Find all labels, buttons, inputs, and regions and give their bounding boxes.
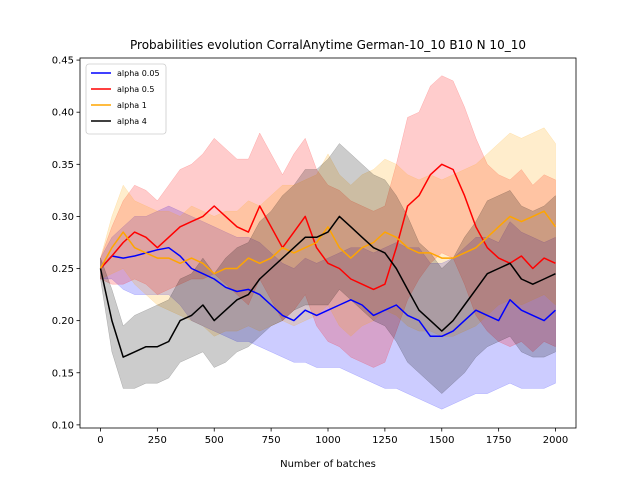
x-tick-label-8: 2000 [543,435,568,446]
y-tick-label-1: 0.15 [52,368,74,379]
legend-label-0: alpha 0.05 [117,69,160,78]
confidence-band-0 [100,205,556,410]
legend-label-2: alpha 1 [117,101,147,110]
x-tick-label-3: 750 [262,435,281,446]
legend: alpha 0.05 alpha 0.5 alpha 1 alpha 4 [85,63,167,135]
series-line-1 [99,163,556,291]
y-tick-label-4: 0.30 [52,212,74,223]
legend-box [85,63,167,135]
x-tick-label-2: 500 [205,435,224,446]
y-tick-label-3: 0.25 [52,264,74,275]
y-axis: 0.10 0.15 0.20 0.25 0.30 0.35 0.40 0.45 [52,56,80,431]
y-tick-label-6: 0.40 [52,108,74,119]
x-tick-label-1: 250 [148,435,167,446]
legend-label-3: alpha 4 [117,117,147,126]
y-tick-label-0: 0.10 [52,420,74,431]
legend-label-1: alpha 0.5 [117,85,154,94]
chart-title: Probabilities evolution CorralAnytime Ge… [130,38,526,52]
y-tick-label-2: 0.20 [52,316,74,327]
x-axis: 0 250 500 750 1000 1250 1500 1750 2000 [97,428,568,446]
x-tick-label-0: 0 [97,435,103,446]
series-line-0 [99,246,557,338]
x-tick-label-4: 1000 [315,435,340,446]
confidence-band-1 [100,75,556,368]
x-tick-label-7: 1750 [486,435,511,446]
plot-frame [79,57,577,429]
x-tick-label-6: 1500 [429,435,454,446]
y-tick-label-5: 0.35 [52,160,74,171]
series-line-2 [99,210,557,275]
x-tick-label-5: 1250 [372,435,397,446]
plot-area [99,75,557,410]
y-tick-label-7: 0.45 [52,56,74,67]
series-line-3 [99,215,556,358]
x-axis-label: Number of batches [280,459,376,470]
